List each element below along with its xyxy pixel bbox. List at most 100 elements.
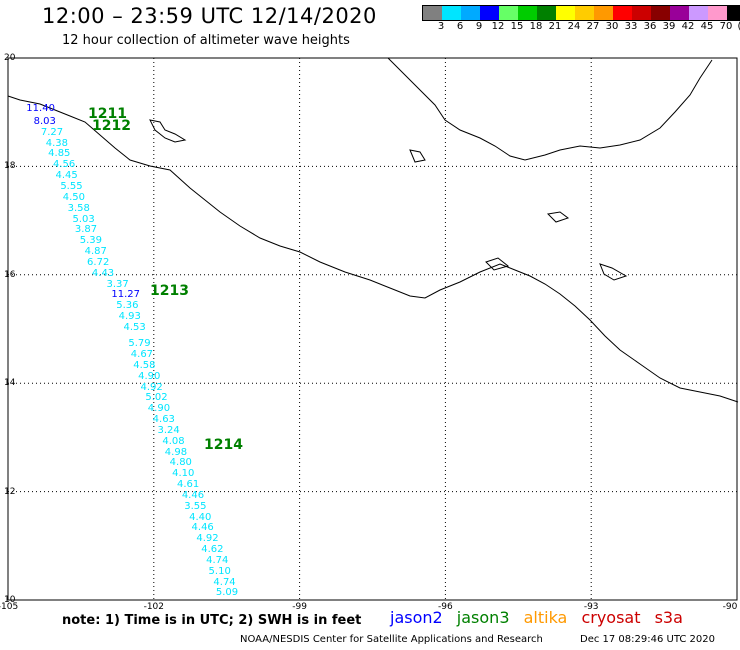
swh-value: 4.40 <box>189 511 212 523</box>
island-3 <box>546 211 570 223</box>
swh-value: 4.90 <box>147 403 171 415</box>
pass-label: 1213 <box>150 283 189 299</box>
swh-value: 5.36 <box>116 300 139 312</box>
swh-value: 5.39 <box>79 235 103 247</box>
gulf-coastline <box>387 57 713 161</box>
swh-value: 4.62 <box>201 544 224 556</box>
swh-value: 3.37 <box>106 278 129 290</box>
colorbar-label: 45 <box>700 21 714 32</box>
swh-value: 4.74 <box>213 576 236 588</box>
colorbar-label: 18 <box>529 21 543 32</box>
swh-value: 4.50 <box>62 191 86 203</box>
swh-value: 5.79 <box>128 338 151 350</box>
swh-value: 5.03 <box>72 213 95 225</box>
colorbar-label: (ft) <box>737 21 740 32</box>
colorbar <box>422 5 740 21</box>
y-tick-label: 10 <box>4 595 16 605</box>
y-tick-label: 14 <box>4 378 16 389</box>
colorbar-swatch <box>689 6 708 20</box>
colorbar-label: 33 <box>624 21 638 32</box>
swh-value: 4.56 <box>53 159 76 171</box>
colorbar-swatch <box>480 6 499 20</box>
x-tick-label: -102 <box>143 602 165 612</box>
colorbar-swatch <box>556 6 575 20</box>
swh-value: 4.90 <box>138 370 161 382</box>
swh-value: 3.58 <box>67 202 90 214</box>
colorbar-label: 6 <box>456 21 464 32</box>
swh-value: 8.03 <box>33 115 56 127</box>
x-tick-label: -99 <box>292 602 307 612</box>
footer-timestamp: Dec 17 08:29:46 UTC 2020 <box>580 634 715 645</box>
swh-value: 5.02 <box>145 392 168 404</box>
colorbar-swatch <box>442 6 461 20</box>
pass-label: 1211 <box>88 106 127 122</box>
x-tick-label: -105 <box>0 602 19 612</box>
legend-altika: altika <box>523 608 568 627</box>
colorbar-label: 36 <box>643 21 657 32</box>
legend-s3a: s3a <box>654 608 683 627</box>
pass-label: 1212 <box>92 118 131 134</box>
swh-value: 4.87 <box>84 246 107 258</box>
legend-cryosat: cryosat <box>581 608 641 627</box>
colorbar-swatch <box>461 6 480 20</box>
swh-value: 3.24 <box>157 424 180 436</box>
colorbar-swatch <box>499 6 518 20</box>
colorbar-swatch <box>537 6 556 20</box>
swh-value: 4.80 <box>169 457 192 469</box>
colorbar-label: 42 <box>681 21 695 32</box>
island-2 <box>409 149 426 163</box>
pass-label: 1214 <box>204 437 243 453</box>
swh-value: 4.61 <box>176 479 200 491</box>
coastline <box>7 57 739 403</box>
colorbar-label: 9 <box>475 21 483 32</box>
colorbar-swatch <box>632 6 651 20</box>
swh-value: 4.63 <box>152 414 175 426</box>
colorbar-label: 70 <box>719 21 733 32</box>
colorbar-swatch <box>518 6 537 20</box>
swh-value: 5.10 <box>208 565 231 577</box>
swh-value: 3.87 <box>74 224 98 236</box>
swh-value: 4.92 <box>196 533 219 545</box>
swh-value: 5.09 <box>215 587 239 599</box>
swh-value: 4.46 <box>191 522 214 534</box>
colorbar-swatch <box>727 6 740 20</box>
colorbar-swatch <box>651 6 670 20</box>
legend-jason3: jason3 <box>456 608 510 627</box>
colorbar-label: 24 <box>567 21 581 32</box>
colorbar-label: 15 <box>510 21 524 32</box>
units-note: note: 1) Time is in UTC; 2) SWH is in fe… <box>62 613 362 628</box>
x-tick-label: -93 <box>583 602 599 612</box>
swh-value: 3.55 <box>184 500 207 512</box>
y-tick-label: 18 <box>4 161 16 172</box>
page-title: 12:00 – 23:59 UTC 12/14/2020 <box>42 4 377 28</box>
island-5 <box>485 257 510 271</box>
map-frame <box>7 57 738 601</box>
x-tick-label: -90 <box>722 602 738 612</box>
swh-value: 4.10 <box>172 468 195 480</box>
colorbar-swatch <box>670 6 689 20</box>
swh-value: 4.98 <box>164 446 188 458</box>
satellite-legend: jason2 jason3 altika cryosat s3a <box>390 608 692 627</box>
swh-value: 6.72 <box>87 256 110 268</box>
y-tick-label: 20 <box>4 53 16 63</box>
swh-value: 4.43 <box>91 267 115 279</box>
colorbar-swatch <box>575 6 594 20</box>
island-1 <box>149 119 187 143</box>
swh-value: 4.67 <box>130 349 154 361</box>
swh-value: 4.85 <box>48 148 71 160</box>
swh-value: 4.53 <box>123 321 146 333</box>
swh-value: 4.08 <box>162 435 185 447</box>
colorbar-label: 27 <box>586 21 600 32</box>
swh-value: 4.74 <box>206 554 229 566</box>
x-tick-label: -96 <box>438 602 453 612</box>
swh-value: 11.40 <box>26 103 55 115</box>
colorbar-label: 21 <box>548 21 562 32</box>
colorbar-swatch <box>594 6 613 20</box>
colorbar-swatch <box>708 6 727 20</box>
page-subtitle: 12 hour collection of altimeter wave hei… <box>62 33 350 48</box>
legend-jason2: jason2 <box>390 608 443 627</box>
colorbar-swatch <box>613 6 632 20</box>
swh-value: 11.27 <box>111 289 140 301</box>
